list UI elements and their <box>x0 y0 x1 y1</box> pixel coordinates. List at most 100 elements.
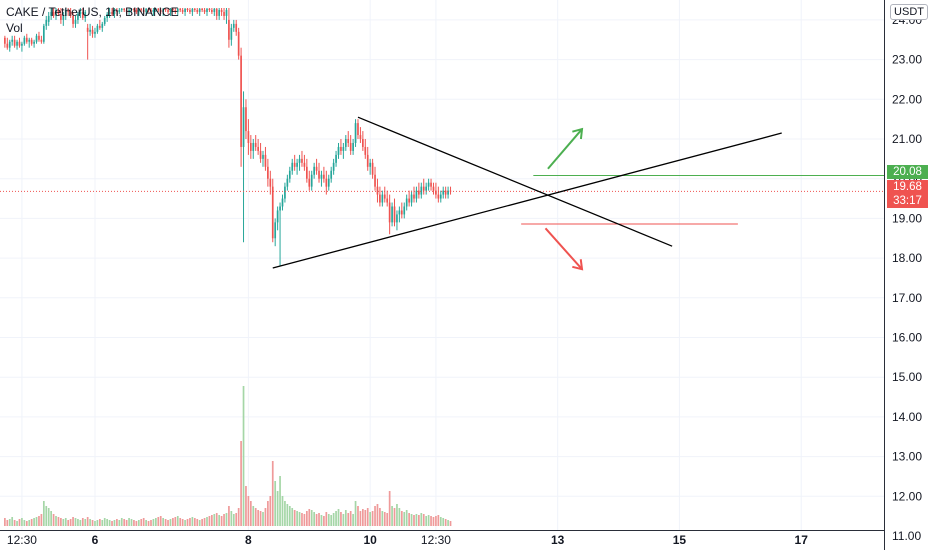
candle-body <box>367 155 369 167</box>
volume-bar <box>437 515 439 526</box>
volume-bar <box>94 521 96 526</box>
volume-bar <box>192 517 194 526</box>
x-tick-label: 13 <box>551 533 565 547</box>
candle-body <box>269 179 271 187</box>
volume-bar <box>350 511 352 526</box>
volume-bar <box>269 496 271 526</box>
volume-bar <box>167 520 169 526</box>
volume-bar <box>335 511 337 526</box>
candle-body <box>240 56 242 147</box>
volume-bar <box>33 518 35 526</box>
candle-body <box>350 143 352 151</box>
volume-bar <box>440 517 442 526</box>
volume-bar <box>196 519 198 526</box>
volume-bar <box>45 506 47 526</box>
candle-body <box>36 36 38 42</box>
y-tick-label: 13.00 <box>892 450 922 464</box>
volume-bar <box>367 508 369 526</box>
candle-body <box>204 10 206 12</box>
candle-body <box>21 44 23 46</box>
volume-bar <box>433 517 435 526</box>
upper-trendline <box>358 117 672 246</box>
volume-bar <box>26 521 28 526</box>
volume-bar <box>121 518 123 526</box>
candle-body <box>4 38 6 44</box>
candle-body <box>213 9 215 12</box>
candle-body <box>360 135 362 139</box>
volume-bar <box>325 512 327 526</box>
candle-body <box>316 167 318 171</box>
candle-body <box>299 159 301 163</box>
volume-bar <box>31 519 33 526</box>
candle-body <box>433 187 435 191</box>
volume-bar <box>447 520 449 526</box>
breakdown-down-arrow <box>545 228 582 269</box>
candle-body <box>11 40 13 42</box>
candle-body <box>262 155 264 159</box>
volume-bar <box>4 518 6 526</box>
volume-bar <box>128 518 130 526</box>
candle-body <box>352 143 354 151</box>
candle-body <box>340 147 342 151</box>
candle-body <box>445 191 447 195</box>
volume-bar <box>260 511 262 526</box>
candle-body <box>321 175 323 179</box>
candle-body <box>199 9 201 12</box>
volume-bar <box>389 491 391 526</box>
candle-body <box>325 179 327 187</box>
volume-bar <box>245 486 247 526</box>
volume-bar <box>230 511 232 526</box>
bar-countdown: 33:17 <box>887 194 928 208</box>
volume-bar <box>304 514 306 526</box>
candle-body <box>250 143 252 151</box>
volume-bar <box>374 506 376 526</box>
volume-bar <box>170 519 172 526</box>
y-tick-label: 17.00 <box>892 291 922 305</box>
volume-bar <box>430 516 432 526</box>
candle-body <box>423 187 425 191</box>
lower-trendline <box>273 133 782 268</box>
candle-body <box>386 199 388 203</box>
currency-badge[interactable]: USDT <box>890 4 928 20</box>
volume-bar <box>174 517 176 526</box>
volume-bar <box>206 517 208 526</box>
level-price-value: 20.08 <box>887 165 928 179</box>
candle-body <box>243 107 245 147</box>
candle-body <box>374 175 376 187</box>
volume-bar <box>284 501 286 526</box>
volume-bar <box>435 516 437 526</box>
candle-body <box>338 147 340 155</box>
candle-body <box>6 44 8 48</box>
volume-bar <box>162 518 164 526</box>
volume-bar <box>65 518 67 526</box>
volume-bar <box>24 520 26 526</box>
candle-body <box>272 187 274 239</box>
candle-body <box>291 163 293 171</box>
volume-bar <box>306 511 308 526</box>
volume-bar <box>38 516 40 526</box>
volume-bar <box>289 506 291 526</box>
volume-bar <box>140 519 142 526</box>
volume-bar <box>379 508 381 526</box>
volume-bar <box>287 504 289 526</box>
volume-bar <box>9 519 11 526</box>
candle-body <box>223 12 225 16</box>
volume-bar <box>265 508 267 526</box>
candle-body <box>430 183 432 187</box>
candle-body <box>413 195 415 199</box>
volume-bar <box>58 517 60 526</box>
candle-body <box>335 155 337 163</box>
y-tick-label: 16.00 <box>892 331 922 345</box>
volume-bar <box>87 517 89 526</box>
y-tick-label: 14.00 <box>892 410 922 424</box>
candle-body <box>265 155 267 167</box>
candle-body <box>179 9 181 10</box>
breakout-up-arrow <box>548 129 582 169</box>
volume-bar <box>14 520 16 526</box>
volume-bar <box>104 518 106 526</box>
candle-body <box>255 143 257 147</box>
candle-body <box>9 42 11 48</box>
candle-body <box>355 123 357 143</box>
volume-bar <box>194 518 196 526</box>
